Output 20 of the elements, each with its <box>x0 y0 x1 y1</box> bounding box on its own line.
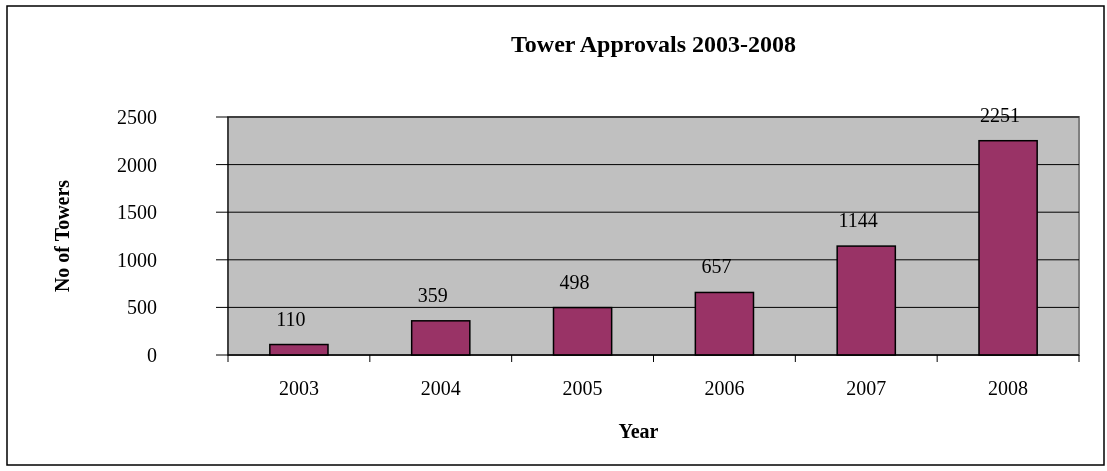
data-label: 110 <box>276 307 306 330</box>
x-tick-label: 2007 <box>846 377 887 399</box>
y-tick-label: 2500 <box>117 106 157 128</box>
data-label: 498 <box>559 270 590 293</box>
data-label: 1144 <box>838 209 878 232</box>
x-tick-label: 2006 <box>704 377 745 399</box>
y-axis-title: No of Towers <box>51 179 73 293</box>
data-label: 359 <box>417 283 448 306</box>
y-tick-label: 0 <box>147 344 157 366</box>
y-tick-label: 2000 <box>117 153 157 176</box>
x-tick-label: 2008 <box>988 377 1029 399</box>
y-tick-label: 500 <box>127 296 157 319</box>
x-tick-label: 2005 <box>562 377 603 399</box>
x-tick-label: 2004 <box>420 377 461 399</box>
chart-title: Tower Approvals 2003-2008 <box>511 31 796 57</box>
x-tick-label: 2003 <box>278 377 319 399</box>
x-axis-title: Year <box>618 420 659 442</box>
y-tick-label: 1500 <box>117 201 157 224</box>
data-label: 657 <box>701 255 732 278</box>
y-tick-label: 1000 <box>117 248 157 271</box>
